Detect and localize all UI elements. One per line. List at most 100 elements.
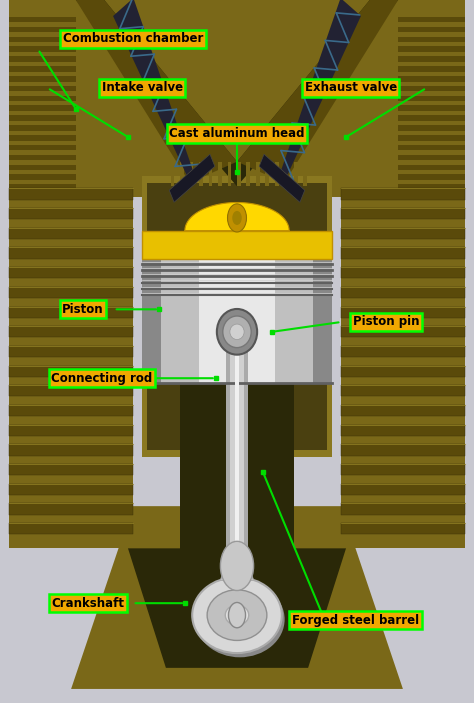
Bar <box>9 385 133 396</box>
Bar <box>9 267 133 278</box>
Bar <box>218 162 222 186</box>
Bar <box>398 27 465 32</box>
Bar <box>341 523 465 534</box>
Polygon shape <box>113 0 192 175</box>
Bar <box>341 464 465 475</box>
Bar <box>284 162 288 186</box>
Bar <box>398 135 465 141</box>
Bar <box>246 162 250 186</box>
Bar <box>161 253 313 383</box>
Ellipse shape <box>230 324 244 340</box>
Text: Crankshaft: Crankshaft <box>51 597 124 610</box>
Bar <box>142 176 332 457</box>
Bar <box>398 56 465 62</box>
Bar <box>9 125 76 131</box>
Bar <box>9 145 76 150</box>
Bar <box>398 115 465 121</box>
Bar <box>180 332 294 580</box>
Polygon shape <box>76 0 237 183</box>
Bar <box>9 86 76 91</box>
Bar <box>9 484 133 495</box>
Bar <box>237 162 241 186</box>
Bar <box>9 46 76 52</box>
Bar <box>275 162 279 186</box>
Bar <box>341 228 465 239</box>
Text: Intake valve: Intake valve <box>101 82 183 94</box>
Bar <box>341 247 465 259</box>
Bar <box>341 307 465 318</box>
Text: Exhaust valve: Exhaust valve <box>305 82 397 94</box>
Bar <box>199 162 203 186</box>
Bar <box>341 385 465 396</box>
Ellipse shape <box>223 316 251 347</box>
Bar <box>398 145 465 150</box>
Bar <box>398 105 465 111</box>
Ellipse shape <box>207 590 267 640</box>
Bar <box>398 46 465 52</box>
Circle shape <box>232 211 242 225</box>
Bar <box>9 17 76 22</box>
Circle shape <box>220 541 254 591</box>
Bar <box>171 162 174 186</box>
Bar <box>9 56 76 62</box>
Bar <box>9 105 76 111</box>
Bar <box>9 188 133 200</box>
Bar <box>398 184 465 190</box>
Bar <box>199 253 275 383</box>
Bar <box>9 0 465 197</box>
Bar <box>9 174 76 180</box>
Bar <box>256 162 260 186</box>
Bar <box>398 155 465 160</box>
Bar <box>303 162 307 186</box>
Bar <box>9 307 133 318</box>
Bar <box>9 346 133 357</box>
Bar <box>9 135 76 141</box>
Bar <box>398 165 465 170</box>
Bar <box>398 76 465 82</box>
Bar <box>341 208 465 219</box>
Bar <box>398 37 465 42</box>
Bar <box>341 484 465 495</box>
Bar <box>341 326 465 337</box>
Bar <box>9 366 133 377</box>
Bar <box>9 208 133 219</box>
Bar <box>341 287 465 298</box>
Bar <box>398 96 465 101</box>
Bar <box>9 444 133 456</box>
Polygon shape <box>169 154 215 202</box>
Bar <box>341 267 465 278</box>
Bar <box>244 332 248 566</box>
Bar <box>9 184 76 190</box>
Bar <box>9 326 133 337</box>
Bar <box>226 332 248 566</box>
Polygon shape <box>282 0 361 175</box>
Bar <box>9 155 76 160</box>
Text: Piston pin: Piston pin <box>353 316 419 328</box>
Bar <box>265 162 269 186</box>
Bar <box>341 366 465 377</box>
Bar <box>9 287 133 298</box>
Ellipse shape <box>217 309 257 354</box>
Bar <box>398 66 465 72</box>
Bar <box>9 228 133 239</box>
Polygon shape <box>341 176 465 548</box>
Polygon shape <box>259 154 305 202</box>
Polygon shape <box>9 176 133 548</box>
Bar <box>341 346 465 357</box>
Bar <box>209 162 212 186</box>
Text: Connecting rod: Connecting rod <box>51 372 153 385</box>
Bar <box>9 425 133 436</box>
Text: Piston: Piston <box>62 303 104 316</box>
Bar <box>9 464 133 475</box>
Polygon shape <box>128 548 346 668</box>
Bar <box>341 444 465 456</box>
Bar <box>9 247 133 259</box>
Bar <box>235 332 239 566</box>
Polygon shape <box>237 0 398 183</box>
Ellipse shape <box>192 577 282 653</box>
Bar <box>9 27 76 32</box>
Bar <box>9 503 133 515</box>
Bar <box>9 115 76 121</box>
Bar <box>294 162 298 186</box>
Ellipse shape <box>195 581 284 657</box>
